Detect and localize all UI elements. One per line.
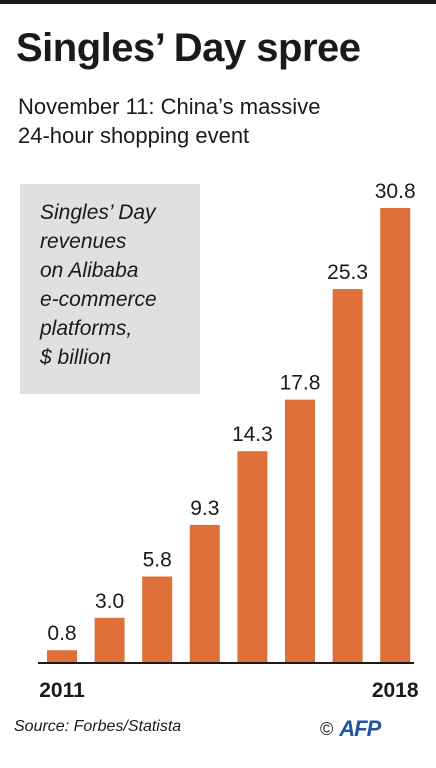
value-label-2016: 17.8 [280, 372, 321, 395]
afp-credit: © AFP [320, 716, 381, 742]
bar-2018 [380, 208, 411, 662]
legend-line: Singles’ Day [40, 201, 156, 224]
bar-2013 [142, 576, 173, 662]
x-tick-label-2018: 2018 [372, 679, 419, 702]
subtitle-line-2: 24-hour shopping event [18, 123, 250, 148]
legend-line: revenues [40, 230, 127, 253]
bar-2011 [47, 650, 77, 662]
copyright-icon: © [320, 718, 334, 739]
value-label-2014: 9.3 [190, 497, 219, 520]
bar-2012 [94, 617, 125, 662]
legend-line: e-commerce [40, 288, 157, 311]
value-label-2013: 5.8 [143, 549, 172, 572]
bar-2017 [332, 289, 363, 662]
chart-title: Singles’ Day spree [16, 26, 361, 70]
source-note: Source: Forbes/Statista [14, 718, 182, 735]
chart-subtitle: November 11: China’s massive 24-hour sho… [18, 92, 418, 150]
value-label-2017: 25.3 [327, 261, 368, 284]
legend-text: Singles’ Day revenues on Alibaba e-comme… [40, 198, 200, 372]
subtitle-line-1: November 11: China’s massive [18, 94, 321, 119]
value-label-2011: 0.8 [47, 622, 76, 645]
legend-box: Singles’ Day revenues on Alibaba e-comme… [20, 184, 200, 394]
legend-line: on Alibaba [40, 259, 139, 282]
bar-2014 [189, 524, 220, 662]
top-rule [0, 0, 436, 4]
legend-line: $ billion [40, 346, 112, 369]
value-label-2018: 30.8 [375, 180, 416, 203]
legend-line: platforms, [40, 317, 133, 340]
value-label-2015: 14.3 [232, 423, 273, 446]
x-tick-label-2011: 2011 [39, 679, 85, 702]
bar-2015 [237, 451, 268, 662]
value-label-2012: 3.0 [95, 590, 124, 613]
bar-2016 [285, 399, 315, 662]
afp-logo: AFP [339, 716, 381, 741]
